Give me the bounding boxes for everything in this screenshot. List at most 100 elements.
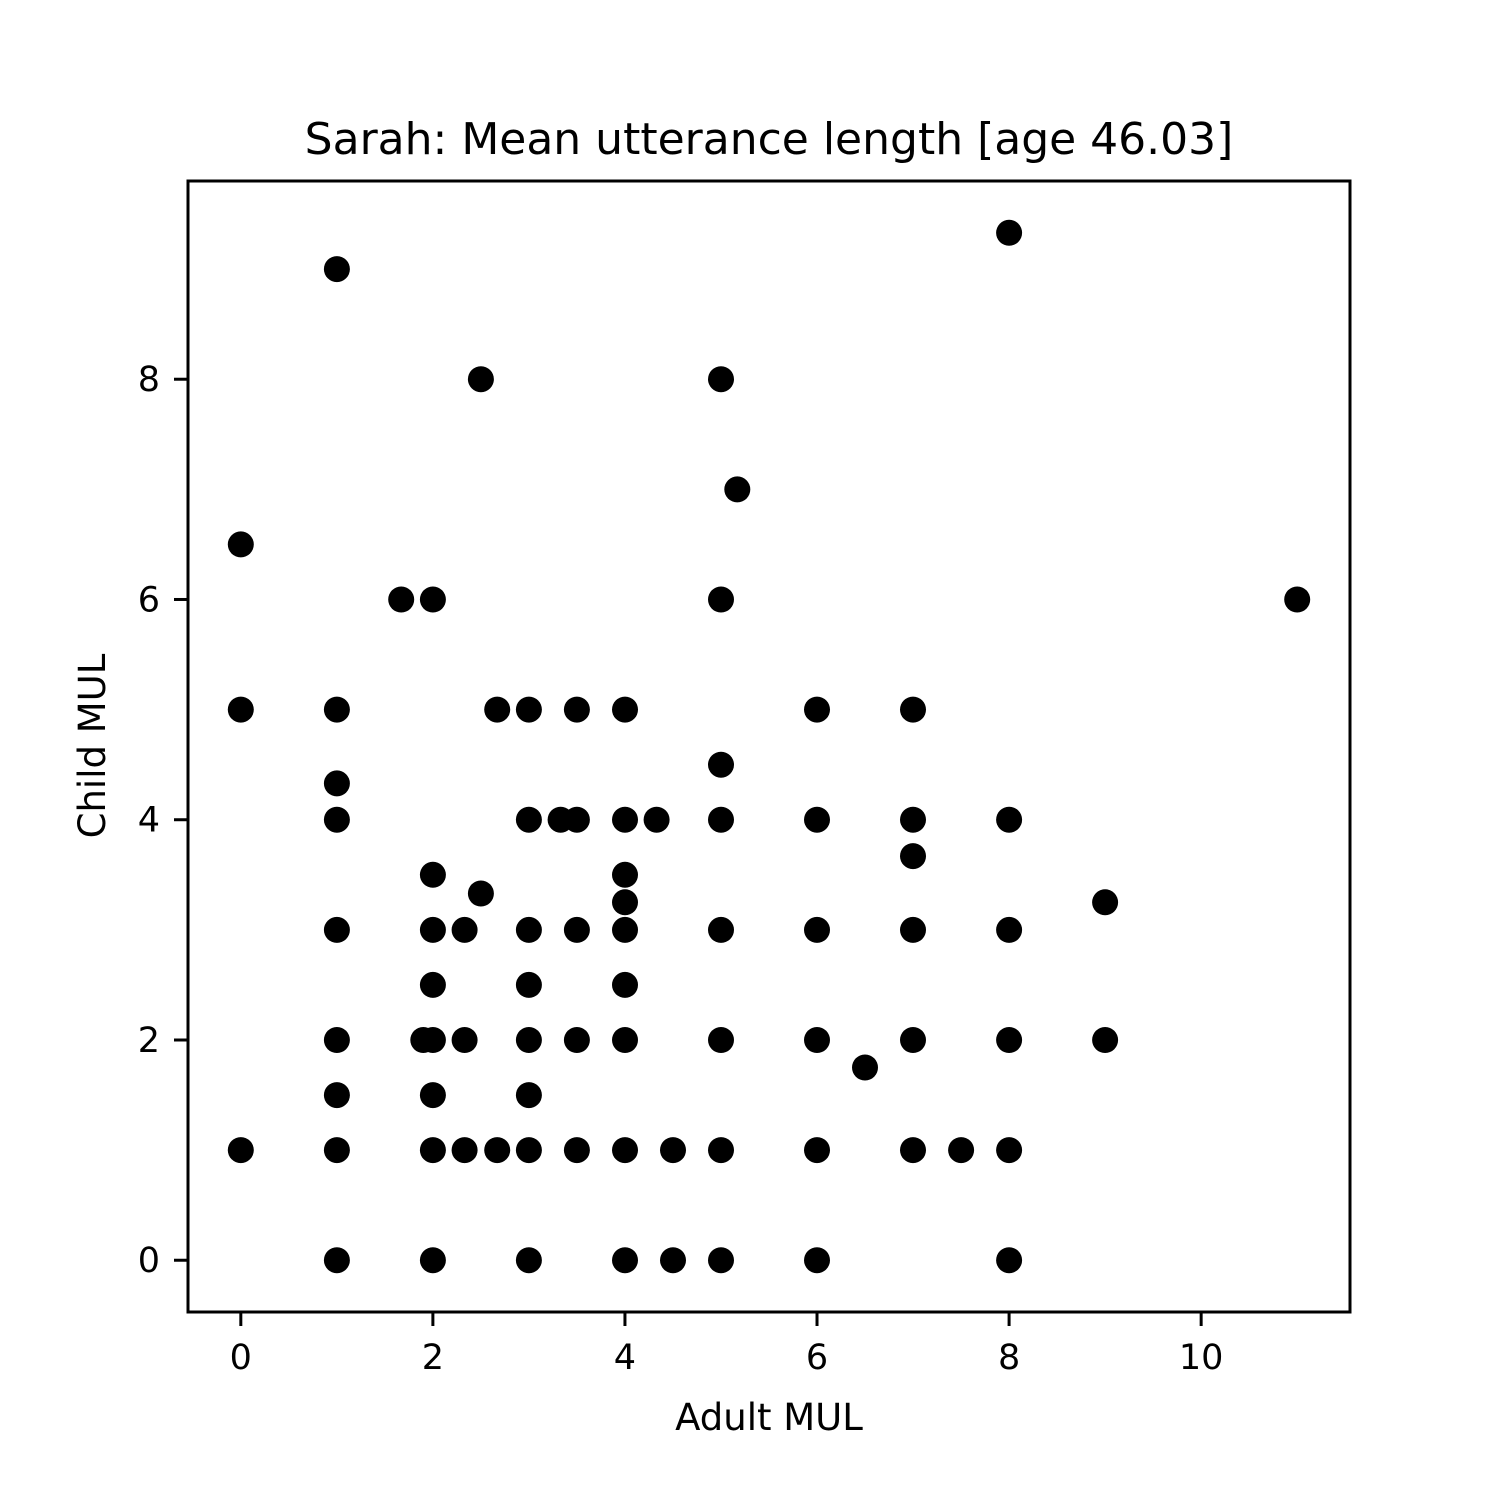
data-point [900, 916, 926, 943]
data-point [451, 1027, 478, 1053]
data-point [323, 806, 350, 833]
chart-title: Sarah: Mean utterance length [age 46.03] [305, 114, 1234, 165]
data-point [563, 1137, 590, 1164]
data-point [804, 806, 830, 833]
data-point [804, 916, 830, 943]
data-point [323, 256, 350, 283]
data-point [996, 1027, 1023, 1053]
data-point [451, 1137, 478, 1164]
data-point [419, 971, 446, 998]
data-point [900, 1137, 926, 1164]
data-point [996, 1247, 1023, 1274]
data-point [323, 916, 350, 943]
data-point [1092, 889, 1119, 916]
data-point [948, 1137, 975, 1164]
data-point [708, 1247, 734, 1274]
data-point [419, 1247, 446, 1274]
data-point [804, 1137, 830, 1164]
data-point [900, 806, 926, 833]
data-point [996, 1137, 1023, 1164]
data-point [563, 916, 590, 943]
x-tick-label: 6 [806, 1338, 828, 1378]
data-point [612, 1027, 638, 1053]
data-point [323, 1082, 350, 1109]
data-point [419, 916, 446, 943]
data-point [612, 889, 638, 916]
data-point [451, 916, 478, 943]
y-tick-label: 2 [138, 1021, 160, 1061]
data-point [515, 1247, 542, 1274]
y-tick-label: 0 [138, 1241, 160, 1281]
data-point [227, 531, 254, 558]
data-point [612, 806, 638, 833]
y-tick-label: 8 [138, 360, 160, 400]
data-points [227, 219, 1311, 1274]
data-point [708, 366, 734, 393]
data-point [515, 806, 542, 833]
plot-frame [186, 179, 1352, 1314]
data-point [419, 586, 446, 613]
x-axis-ticks: 0 2 4 6 8 10 [230, 1312, 1224, 1378]
y-tick-label: 6 [138, 580, 160, 620]
data-point [563, 1027, 590, 1053]
data-point [1284, 586, 1311, 613]
data-point [900, 696, 926, 723]
data-point [563, 806, 590, 833]
data-point [563, 696, 590, 723]
x-tick-label: 10 [1179, 1338, 1224, 1378]
data-point [323, 770, 350, 797]
data-point [612, 696, 638, 723]
y-tick-label: 4 [138, 801, 160, 841]
data-point [900, 1027, 926, 1053]
x-tick-label: 4 [614, 1338, 636, 1378]
data-point [484, 696, 511, 723]
data-point [996, 219, 1023, 246]
data-point [996, 916, 1023, 943]
data-point [612, 971, 638, 998]
data-point [323, 1027, 350, 1053]
data-point [515, 696, 542, 723]
data-point [996, 806, 1023, 833]
data-point [419, 1137, 446, 1164]
data-point [708, 751, 734, 778]
data-point [708, 586, 734, 613]
y-axis-ticks: 0 2 4 6 8 [138, 360, 188, 1281]
data-point [708, 916, 734, 943]
data-point [515, 1137, 542, 1164]
x-axis-label: Adult MUL [675, 1396, 863, 1439]
data-point [724, 476, 751, 503]
data-point [612, 1137, 638, 1164]
data-point [515, 1082, 542, 1109]
data-point [227, 1137, 254, 1164]
data-point [612, 1247, 638, 1274]
data-point [419, 1027, 446, 1053]
data-point [852, 1054, 878, 1081]
data-point [515, 971, 542, 998]
data-point [1092, 1027, 1119, 1053]
data-point [660, 1137, 686, 1164]
data-point [660, 1247, 686, 1274]
data-point [227, 696, 254, 723]
data-point [708, 1027, 734, 1053]
data-point [900, 843, 926, 870]
data-point [323, 1137, 350, 1164]
data-point [804, 696, 830, 723]
data-point [467, 366, 494, 393]
x-tick-label: 2 [422, 1338, 444, 1378]
data-point [804, 1027, 830, 1053]
data-point [612, 916, 638, 943]
data-point [643, 806, 670, 833]
data-point [708, 1137, 734, 1164]
data-point [388, 586, 415, 613]
data-point [323, 1247, 350, 1274]
data-point [515, 1027, 542, 1053]
data-point [484, 1137, 511, 1164]
data-point [419, 861, 446, 888]
y-axis-label: Child MUL [71, 653, 114, 838]
data-point [708, 806, 734, 833]
x-tick-label: 8 [998, 1338, 1020, 1378]
data-point [467, 880, 494, 907]
x-tick-label: 0 [230, 1338, 252, 1378]
data-point [515, 916, 542, 943]
